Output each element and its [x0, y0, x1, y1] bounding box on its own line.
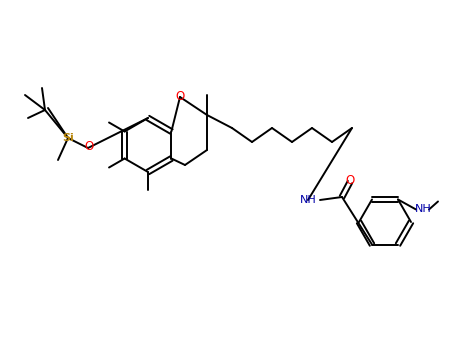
Text: Si: Si — [62, 133, 74, 143]
Text: NH: NH — [300, 195, 316, 205]
Text: O: O — [175, 90, 185, 103]
Text: O: O — [84, 140, 94, 153]
Text: O: O — [345, 175, 354, 188]
Text: NH: NH — [415, 204, 431, 215]
